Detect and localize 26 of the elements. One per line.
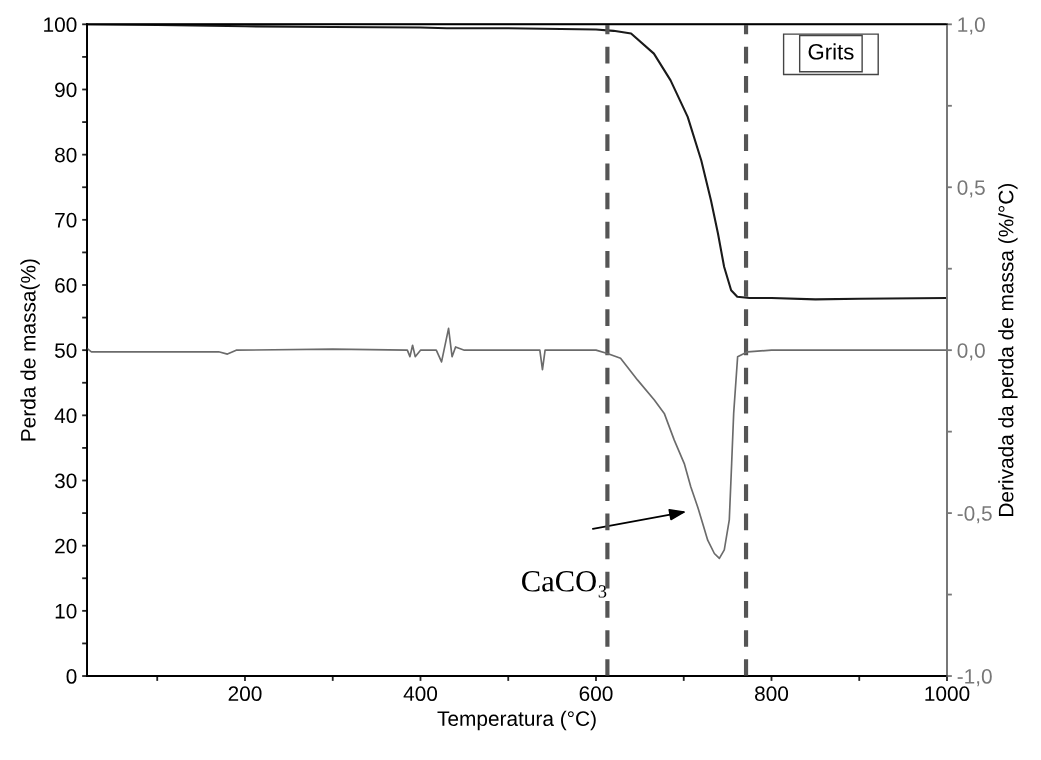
y-tick-label: 10 bbox=[55, 603, 77, 619]
y2-tick-label: -1,0 bbox=[957, 669, 992, 687]
y2-axis-title: Derivada da perda de massa (%/°C) bbox=[998, 184, 1018, 516]
y2-tick-label: 0,0 bbox=[957, 343, 985, 361]
y-tick-label: 40 bbox=[54, 408, 77, 424]
x-tick-label: 200 bbox=[228, 686, 262, 702]
y-axis-title: Perda de massa(%) bbox=[20, 259, 40, 441]
annotation: CaCO₃ bbox=[522, 571, 607, 598]
y-tick-label: 30 bbox=[54, 473, 77, 489]
x-tick-label: 1000 bbox=[925, 686, 970, 702]
y-tick-label: 60 bbox=[55, 278, 77, 293]
x-tick-label: 800 bbox=[755, 686, 789, 702]
x-tick-label: 400 bbox=[403, 686, 438, 702]
x-axis-title: Temperatura (°C) bbox=[437, 710, 596, 731]
y2-tick-label: 1,0 bbox=[958, 17, 985, 35]
y-tick-label: 0 bbox=[66, 669, 77, 684]
y-tick-label: 80 bbox=[55, 147, 77, 163]
y-tick-label: 50 bbox=[54, 343, 77, 358]
y2-tick-label: 0,5 bbox=[957, 180, 985, 198]
y-tick-label: 70 bbox=[55, 212, 77, 228]
y-tick-label: 100 bbox=[44, 17, 77, 33]
y-tick-label: 20 bbox=[55, 538, 77, 554]
y-tick-label: 90 bbox=[55, 82, 77, 98]
x-tick-label: 600 bbox=[579, 686, 613, 702]
y2-tick-label: -0,5 bbox=[957, 506, 992, 524]
legend-title: Grits bbox=[808, 43, 854, 60]
